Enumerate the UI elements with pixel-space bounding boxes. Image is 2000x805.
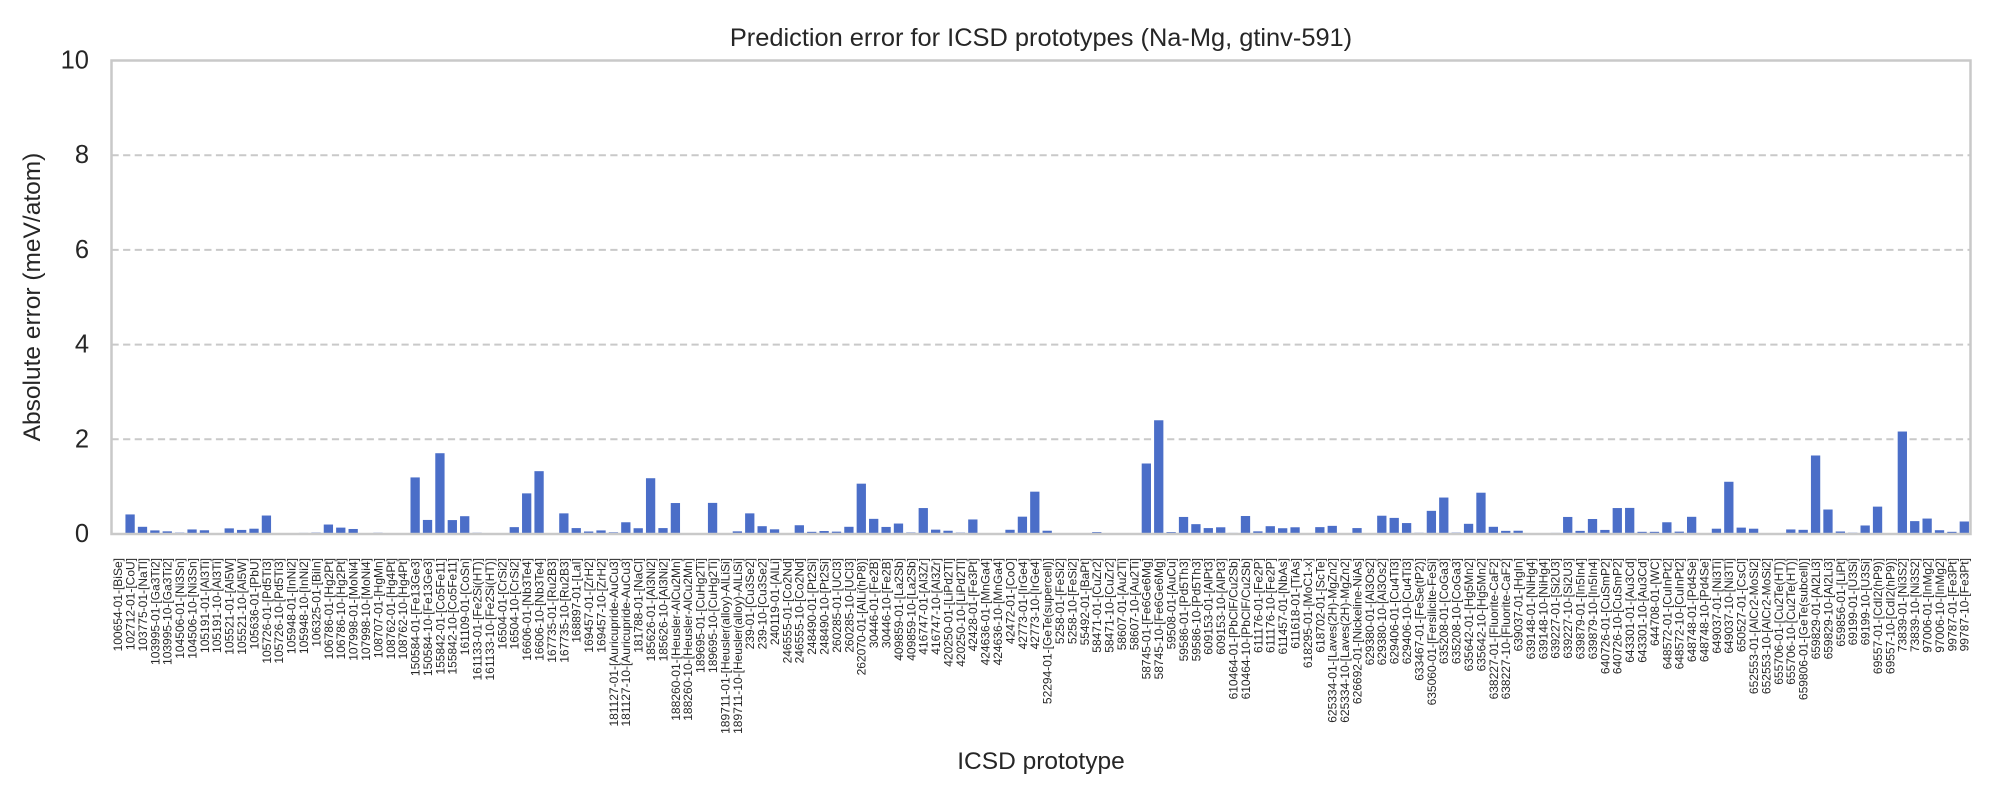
svg-text:ICSD prototype: ICSD prototype: [957, 748, 1125, 775]
svg-text:4: 4: [75, 331, 89, 359]
svg-text:99787-10-[Fe3Pt]: 99787-10-[Fe3Pt]: [1958, 558, 1972, 651]
svg-text:Absolute error (meV/atom): Absolute error (meV/atom): [19, 153, 46, 442]
svg-text:8: 8: [75, 141, 89, 169]
svg-text:2: 2: [75, 425, 89, 453]
svg-text:Prediction error for ICSD prot: Prediction error for ICSD prototypes (Na…: [730, 24, 1352, 52]
svg-text:10: 10: [61, 47, 89, 75]
svg-text:6: 6: [75, 236, 89, 264]
svg-text:0: 0: [75, 520, 89, 548]
